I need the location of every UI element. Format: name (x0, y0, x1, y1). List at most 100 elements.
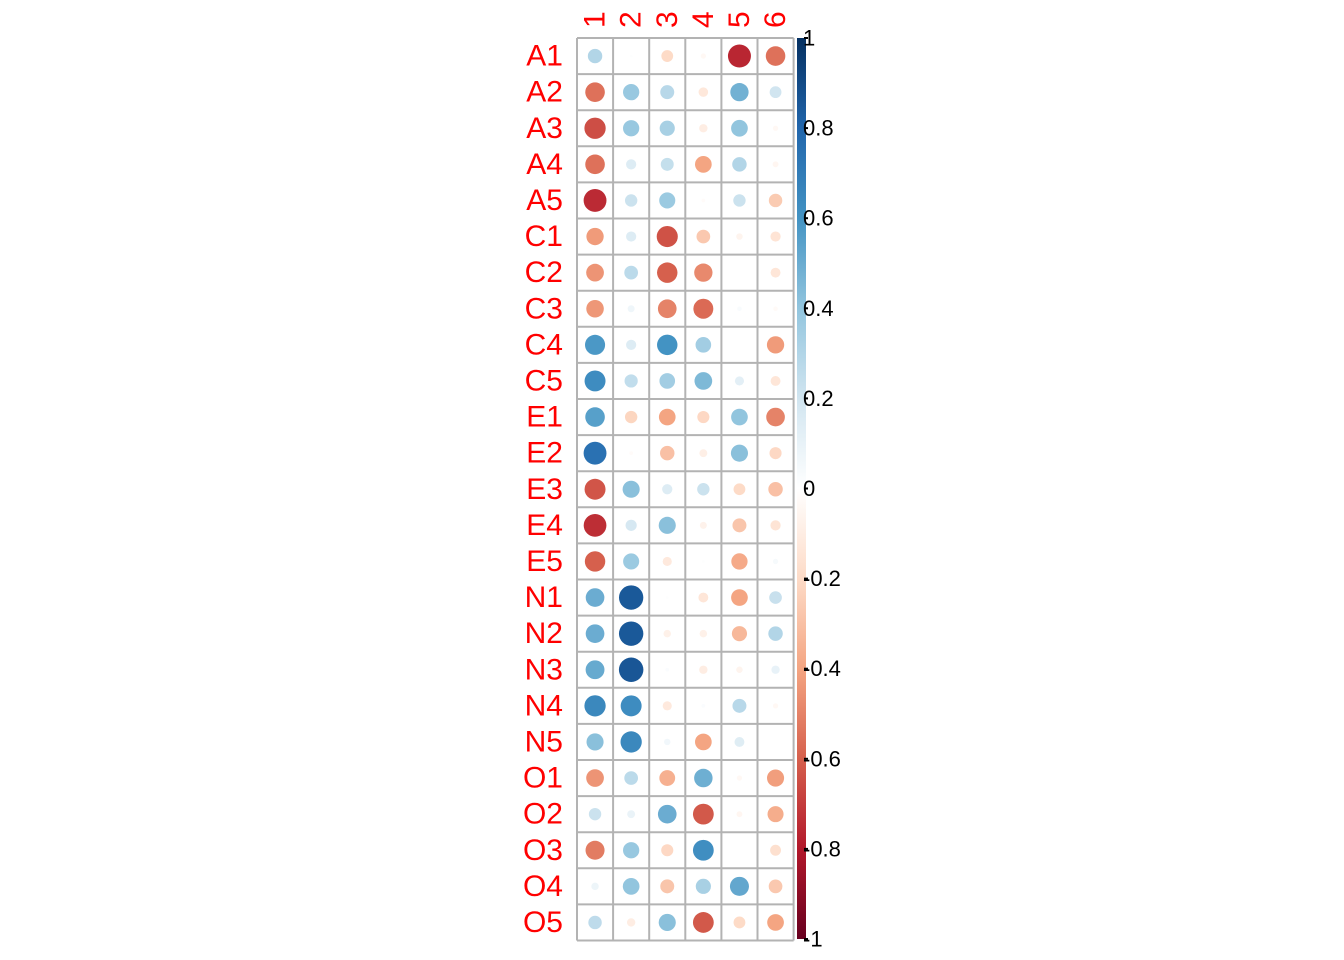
row-label: O1 (523, 762, 563, 795)
correlation-circle-O4-6 (768, 879, 783, 894)
correlation-circle-C3-5 (737, 306, 742, 312)
correlation-circle-C4-3 (657, 334, 678, 356)
correlation-circle-O1-5 (736, 775, 743, 781)
correlation-circle-C3-2 (627, 305, 635, 313)
colorbar-tick-label: -0.4 (803, 656, 841, 681)
correlation-circle-C5-5 (734, 376, 745, 386)
correlation-circle-C3-4 (693, 298, 714, 319)
correlation-circle-E3-6 (768, 482, 783, 497)
row-label: E5 (526, 545, 563, 578)
correlation-circle-A5-6 (768, 193, 783, 208)
colorbar-tick-label: -1 (803, 927, 823, 952)
correlation-circle-O5-4 (692, 912, 714, 933)
row-label: N5 (525, 725, 563, 758)
correlation-circle-A2-5 (730, 83, 749, 102)
correlation-circle-A3-3 (659, 120, 675, 136)
correlation-circle-O4-4 (695, 878, 711, 894)
row-label: N2 (525, 617, 563, 650)
correlation-circle-N2-2 (618, 621, 644, 646)
correlation-circle-C1-4 (696, 229, 711, 244)
correlation-circle-E1-6 (766, 407, 785, 427)
correlation-circle-N3-4 (699, 665, 708, 674)
correlation-circle-C2-2 (624, 265, 639, 280)
correlation-circle-N1-6 (769, 591, 782, 604)
correlation-circle-C1-1 (586, 227, 604, 246)
correlation-circle-A5-2 (624, 194, 638, 207)
colorbar-tick-label: -0.6 (803, 746, 841, 771)
row-label: O4 (523, 870, 563, 903)
correlation-circle-N2-6 (768, 626, 783, 641)
row-label: N1 (525, 581, 563, 614)
correlation-circle-E3-2 (622, 480, 640, 498)
correlation-circle-N4-3 (662, 701, 672, 711)
colorbar-tick-label: 0.6 (803, 206, 834, 231)
row-label: A4 (526, 148, 563, 181)
colorbar-tick-label: 0.2 (803, 386, 834, 411)
correlation-circle-E4-4 (699, 521, 707, 529)
correlation-circle-A3-2 (623, 120, 640, 137)
correlation-circle-N3-1 (585, 660, 605, 680)
correlation-circle-A1-1 (587, 48, 603, 64)
row-label: E2 (526, 437, 563, 470)
correlation-circle-E2-3 (660, 445, 675, 461)
correlation-circle-A1-3 (661, 50, 674, 62)
correlation-circle-O3-6 (770, 844, 781, 856)
correlation-circle-N3-5 (736, 666, 743, 673)
correlation-circle-A3-5 (731, 119, 748, 137)
correlation-circle-C5-1 (584, 370, 606, 392)
correlation-circle-O2-5 (736, 811, 743, 818)
correlation-circle-N1-2 (618, 585, 644, 610)
correlation-circle-O1-2 (624, 771, 639, 785)
correlation-circle-A4-5 (732, 157, 747, 172)
correlation-grid (576, 37, 795, 942)
row-label: N3 (525, 653, 563, 686)
correlation-circle-N2-3 (663, 629, 671, 638)
correlation-circle-O2-1 (588, 807, 602, 821)
correlation-circle-N1-3 (665, 596, 669, 599)
correlation-circle-N3-2 (618, 657, 644, 682)
correlation-circle-C3-3 (657, 299, 677, 319)
correlation-circle-O4-2 (622, 878, 640, 895)
correlation-circle-O3-4 (692, 839, 714, 861)
correlation-circle-N4-6 (772, 703, 779, 709)
correlation-circle-C4-6 (766, 336, 785, 354)
correlation-circle-O5-2 (626, 918, 636, 927)
colorbar-tick-label: 1 (803, 26, 815, 51)
correlation-circle-E3-1 (584, 478, 606, 500)
correlation-circle-O5-5 (733, 916, 746, 929)
row-label: O2 (523, 798, 563, 831)
correlation-circle-C3-1 (586, 299, 604, 318)
correlation-circle-E5-2 (623, 553, 640, 570)
colorbar-tick-label: 0.4 (803, 296, 834, 321)
correlation-circle-E5-3 (662, 556, 672, 567)
row-label: C2 (525, 256, 563, 289)
correlation-circle-A2-6 (769, 86, 782, 99)
correlation-circle-C1-2 (626, 231, 637, 242)
correlation-circle-O2-2 (627, 810, 636, 819)
correlation-circle-C4-4 (695, 337, 712, 353)
correlation-circle-N1-4 (698, 592, 709, 603)
row-label: A1 (526, 40, 563, 73)
correlation-circle-E4-1 (583, 513, 607, 537)
correlation-circle-A1-4 (700, 53, 706, 59)
row-label: E4 (526, 509, 563, 542)
correlation-circle-A4-3 (660, 157, 674, 171)
correlation-circle-C2-4 (694, 263, 713, 282)
correlation-circle-E4-6 (770, 520, 781, 531)
correlation-circle-O1-6 (767, 769, 785, 787)
correlation-circle-E2-4 (699, 449, 708, 458)
correlation-circle-A1-2 (629, 54, 633, 58)
row-label: N4 (525, 689, 563, 722)
correlation-circles (583, 44, 786, 933)
colorbar-tick-label: -0.2 (803, 566, 841, 591)
correlation-circle-E5-4 (702, 560, 705, 563)
correlation-circle-E3-5 (733, 483, 746, 496)
correlation-circle-E1-4 (697, 411, 710, 424)
correlation-circle-A2-1 (585, 82, 605, 102)
correlation-circle-A5-3 (659, 192, 676, 209)
colorbar-tick-label: -0.8 (803, 836, 841, 861)
correlation-circle-C1-6 (770, 231, 781, 242)
correlation-circle-A5-4 (701, 198, 706, 203)
correlation-circle-C2-3 (657, 262, 678, 283)
row-label: A5 (526, 184, 563, 217)
